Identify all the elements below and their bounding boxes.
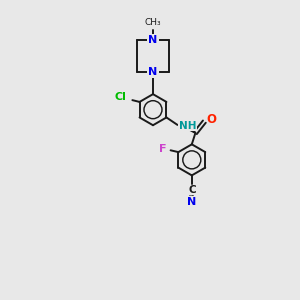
Text: NH: NH (179, 121, 196, 131)
Text: N: N (187, 197, 196, 207)
Text: N: N (148, 34, 158, 44)
Text: N: N (148, 68, 158, 77)
Text: F: F (159, 143, 166, 154)
Text: C: C (188, 185, 196, 195)
Text: O: O (207, 113, 217, 126)
Text: CH₃: CH₃ (145, 18, 161, 27)
Text: Cl: Cl (115, 92, 126, 102)
